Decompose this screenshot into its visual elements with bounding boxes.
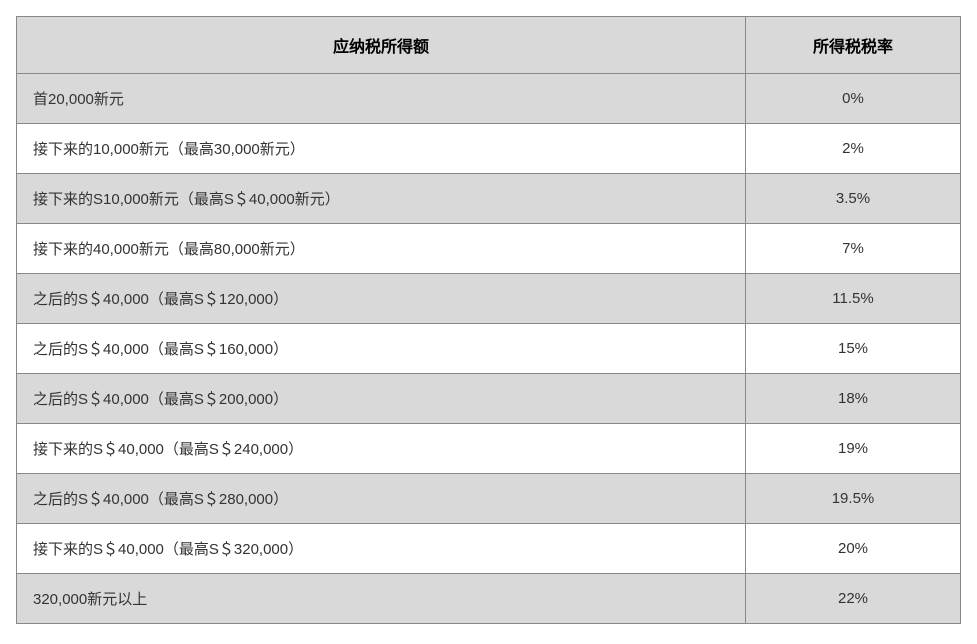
cell-bracket: 320,000新元以上 — [17, 574, 746, 624]
cell-bracket: 之后的S＄40,000（最高S＄160,000） — [17, 324, 746, 374]
tax-rate-table: 应纳税所得额 所得税税率 首20,000新元0%接下来的10,000新元（最高3… — [16, 16, 961, 624]
table-row: 接下来的10,000新元（最高30,000新元）2% — [17, 124, 961, 174]
cell-rate: 19% — [746, 424, 961, 474]
table-row: 接下来的40,000新元（最高80,000新元）7% — [17, 224, 961, 274]
table-row: 接下来的S10,000新元（最高S＄40,000新元）3.5% — [17, 174, 961, 224]
cell-rate: 20% — [746, 524, 961, 574]
header-rate: 所得税税率 — [746, 17, 961, 74]
table-header-row: 应纳税所得额 所得税税率 — [17, 17, 961, 74]
table-row: 之后的S＄40,000（最高S＄280,000）19.5% — [17, 474, 961, 524]
cell-bracket: 之后的S＄40,000（最高S＄280,000） — [17, 474, 746, 524]
cell-rate: 2% — [746, 124, 961, 174]
cell-rate: 18% — [746, 374, 961, 424]
cell-rate: 11.5% — [746, 274, 961, 324]
table-row: 之后的S＄40,000（最高S＄200,000）18% — [17, 374, 961, 424]
cell-bracket: 接下来的40,000新元（最高80,000新元） — [17, 224, 746, 274]
cell-bracket: 接下来的S10,000新元（最高S＄40,000新元） — [17, 174, 746, 224]
table-body: 首20,000新元0%接下来的10,000新元（最高30,000新元）2%接下来… — [17, 74, 961, 624]
table-row: 接下来的S＄40,000（最高S＄240,000）19% — [17, 424, 961, 474]
cell-rate: 0% — [746, 74, 961, 124]
cell-rate: 22% — [746, 574, 961, 624]
cell-bracket: 之后的S＄40,000（最高S＄120,000） — [17, 274, 746, 324]
cell-bracket: 之后的S＄40,000（最高S＄200,000） — [17, 374, 746, 424]
cell-bracket: 接下来的10,000新元（最高30,000新元） — [17, 124, 746, 174]
cell-rate: 19.5% — [746, 474, 961, 524]
table-row: 320,000新元以上22% — [17, 574, 961, 624]
table-row: 之后的S＄40,000（最高S＄120,000）11.5% — [17, 274, 961, 324]
cell-bracket: 接下来的S＄40,000（最高S＄240,000） — [17, 424, 746, 474]
table-row: 之后的S＄40,000（最高S＄160,000）15% — [17, 324, 961, 374]
table-row: 接下来的S＄40,000（最高S＄320,000）20% — [17, 524, 961, 574]
cell-bracket: 接下来的S＄40,000（最高S＄320,000） — [17, 524, 746, 574]
cell-rate: 15% — [746, 324, 961, 374]
header-bracket: 应纳税所得额 — [17, 17, 746, 74]
cell-bracket: 首20,000新元 — [17, 74, 746, 124]
cell-rate: 7% — [746, 224, 961, 274]
cell-rate: 3.5% — [746, 174, 961, 224]
table-row: 首20,000新元0% — [17, 74, 961, 124]
